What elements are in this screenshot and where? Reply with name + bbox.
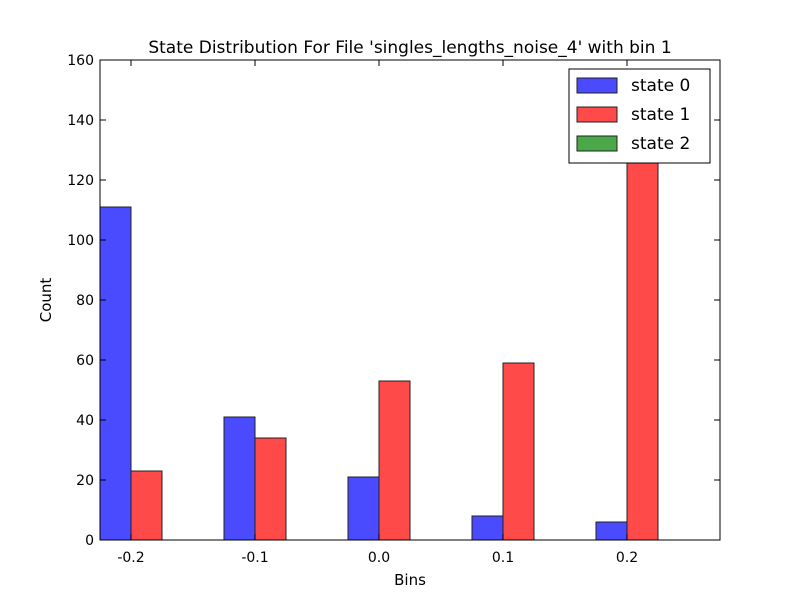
legend-swatch-2 [576, 135, 618, 152]
x-tick-label: 0.0 [368, 550, 390, 566]
y-tick-label: 160 [67, 53, 94, 69]
y-axis-label: Count [37, 278, 55, 323]
bar-state-0-0.1 [471, 515, 504, 541]
y-tick-label: 100 [67, 233, 94, 249]
legend-label-1: state 1 [631, 105, 690, 125]
bar-state-1--0.2 [130, 470, 163, 541]
y-tick-label: 120 [67, 173, 94, 189]
bar-state-1-0.0 [378, 380, 411, 541]
bar-state-0-0.0 [347, 476, 380, 541]
x-tick-label: -0.2 [117, 550, 144, 566]
legend-swatch-0 [576, 77, 618, 94]
x-tick-label: -0.1 [241, 550, 268, 566]
y-axis: 0 20 40 60 80 100 120 140 160 [67, 53, 720, 549]
y-tick-label: 0 [85, 533, 94, 549]
y-tick-label: 80 [76, 293, 94, 309]
bar-state-0--0.2 [99, 206, 132, 541]
bar-state-1-0.1 [502, 362, 535, 541]
x-axis-label: Bins [394, 571, 426, 589]
y-tick-label: 60 [76, 353, 94, 369]
bar-state-0-0.2 [595, 521, 628, 541]
bar-state-1-0.2 [626, 158, 659, 541]
legend: state 0 state 1 state 2 [568, 68, 711, 164]
y-tick-label: 40 [76, 413, 94, 429]
x-tick-label: 0.1 [492, 550, 514, 566]
bar-state-1--0.1 [254, 437, 287, 541]
bar-state-0--0.1 [223, 416, 256, 541]
legend-swatch-1 [576, 106, 618, 123]
y-tick-label: 140 [67, 113, 94, 129]
y-tick-label: 20 [76, 473, 94, 489]
x-axis: -0.2 -0.1 0.0 0.1 0.2 [117, 60, 638, 566]
x-tick-label: 0.2 [616, 550, 638, 566]
bars-group [99, 158, 659, 541]
legend-label-2: state 2 [631, 134, 690, 154]
legend-label-0: state 0 [631, 76, 690, 96]
chart-title: State Distribution For File 'singles_len… [148, 38, 671, 58]
